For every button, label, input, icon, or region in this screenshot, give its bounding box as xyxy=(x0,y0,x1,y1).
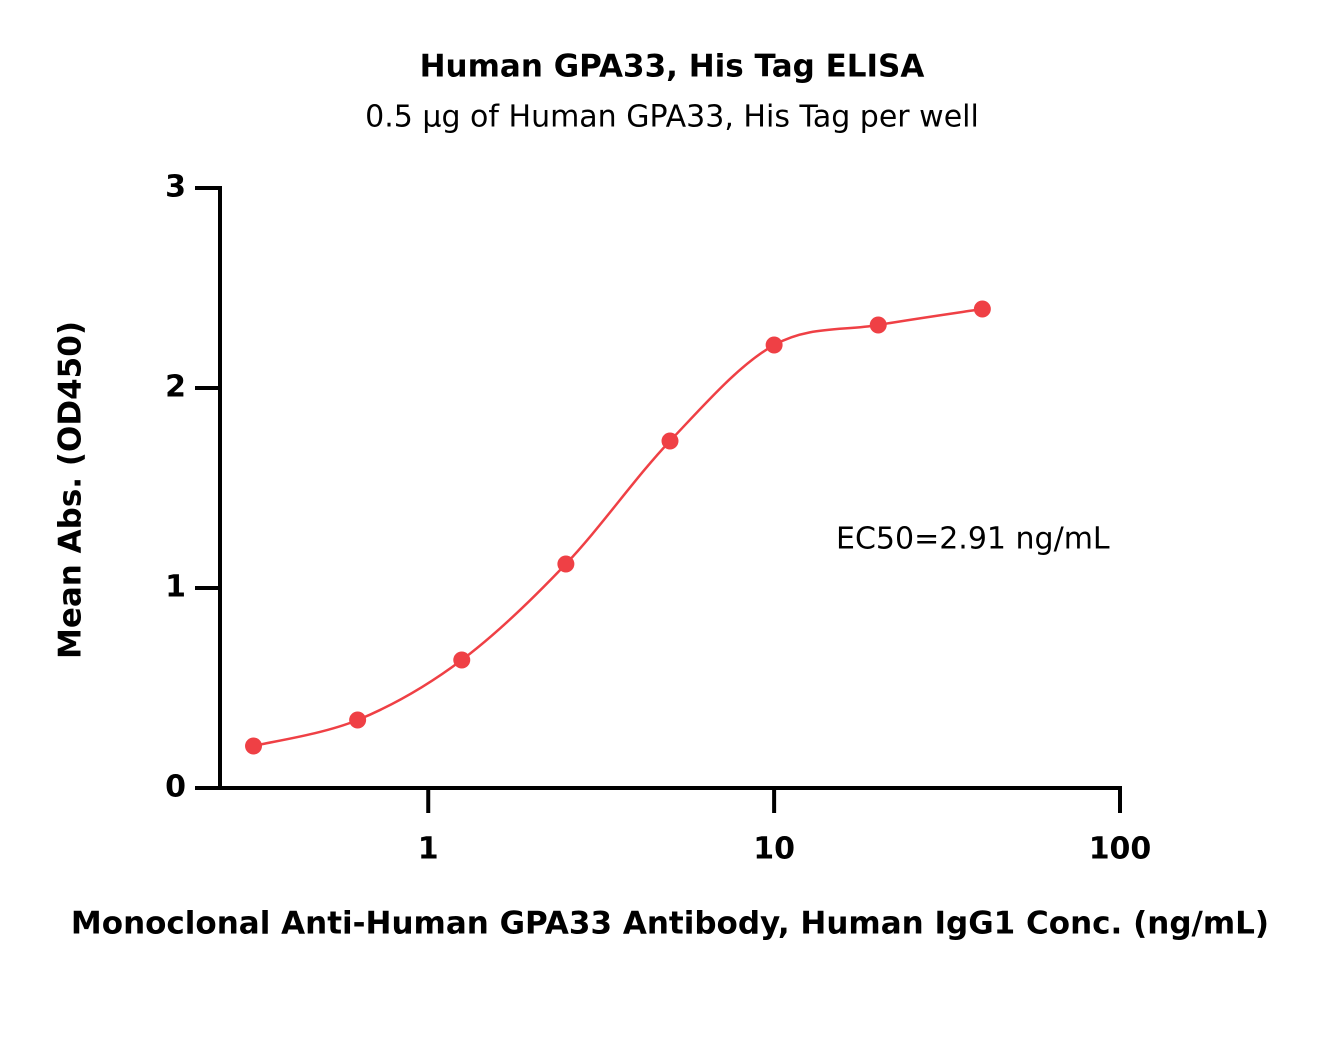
x-tick-label: 10 xyxy=(753,832,795,867)
annotation: EC50=2.91 ng/mL xyxy=(836,522,1110,557)
y-tick-label: 1 xyxy=(165,570,186,605)
data-point xyxy=(973,300,991,318)
data-point xyxy=(349,711,367,729)
chart-subtitle: 0.5 µg of Human GPA33, His Tag per well xyxy=(365,100,979,135)
y-axis-label: Mean Abs. (OD450) xyxy=(53,321,89,659)
data-point xyxy=(765,336,783,354)
data-point xyxy=(869,316,887,334)
fit-curve xyxy=(253,307,983,748)
y-tick-label: 0 xyxy=(165,770,186,805)
data-point xyxy=(661,432,679,450)
chart-title: Human GPA33, His Tag ELISA xyxy=(420,49,925,85)
x-tick-label: 100 xyxy=(1089,832,1152,867)
x-axis-label: Monoclonal Anti-Human GPA33 Antibody, Hu… xyxy=(71,906,1269,942)
data-point xyxy=(557,555,575,573)
x-tick-label: 1 xyxy=(418,832,439,867)
data-point xyxy=(453,651,471,669)
y-tick-label: 3 xyxy=(165,170,186,205)
y-tick-label: 2 xyxy=(165,370,186,405)
data-point xyxy=(245,737,263,755)
